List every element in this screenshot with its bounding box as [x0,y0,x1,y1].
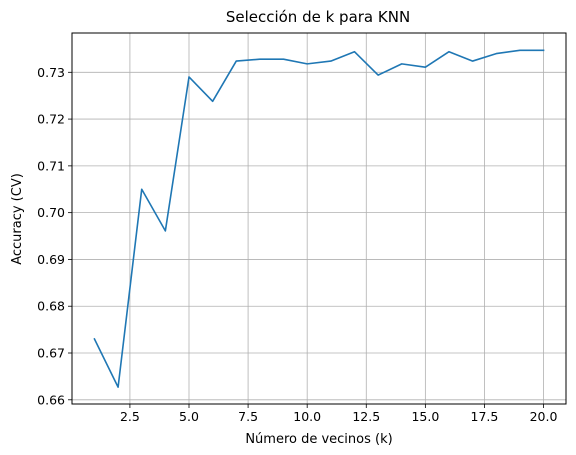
y-tick-label: 0.72 [37,112,65,127]
x-tick-label: 7.5 [238,409,258,424]
ticks: 2.5 5.0 7.5 10.0 12.5 15.0 17.5 20.0 0.66 0.67 0.6… [37,65,557,424]
y-tick-label: 0.71 [37,158,65,173]
y-tick-label: 0.66 [37,392,65,407]
y-tick-label: 0.68 [37,299,65,314]
x-axis-label: Número de vecinos (k) [245,432,392,447]
series-layer [93,49,545,388]
x-tick-label: 12.5 [352,409,380,424]
x-tick-label: 10.0 [293,409,321,424]
chart-title: Selección de k para KNN [226,8,410,26]
y-axis-label: Accuracy (CV) [10,173,25,265]
x-tick-label: 5.0 [179,409,199,424]
y-tick-label: 0.70 [37,205,65,220]
y-tick-label: 0.73 [37,65,65,80]
plot-frame [71,32,567,405]
y-tick-label: 0.69 [37,252,65,267]
grid [72,33,566,404]
series-line [93,49,545,388]
x-tick-label: 2.5 [120,409,140,424]
x-tick-label: 20.0 [530,409,558,424]
y-tick-label: 0.67 [37,346,65,361]
x-tick-label: 15.0 [411,409,439,424]
x-tick-label: 17.5 [471,409,499,424]
